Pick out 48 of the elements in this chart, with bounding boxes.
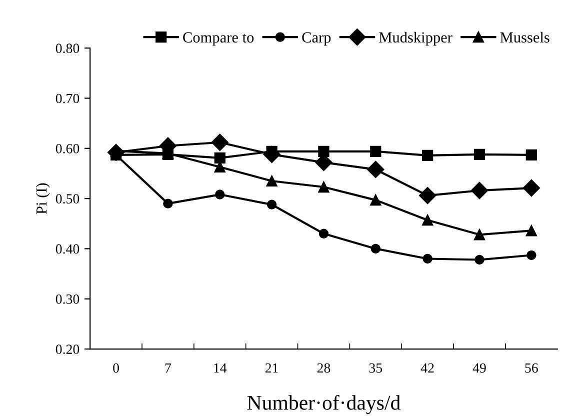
- x-tick-label: 49: [472, 363, 486, 373]
- point: [266, 200, 277, 210]
- legend-label: Mudskipper: [379, 32, 452, 46]
- point: [318, 228, 329, 239]
- point: [370, 146, 382, 157]
- point: [526, 250, 536, 260]
- y-tick-label: 0.50: [56, 194, 80, 204]
- point: [526, 149, 537, 160]
- point: [474, 148, 486, 160]
- x-tick-label: 42: [420, 363, 434, 373]
- legend-label: Compare to: [183, 32, 254, 46]
- point: [318, 146, 330, 157]
- point: [526, 225, 537, 236]
- x-tick-label: 35: [369, 363, 382, 373]
- point: [370, 244, 381, 254]
- point: [422, 214, 434, 226]
- x-axis-title: Number·of·days/d: [247, 394, 400, 414]
- y-tick-label: 0.80: [56, 44, 80, 54]
- y-tick-label: 0.40: [56, 244, 80, 254]
- point: [263, 146, 280, 163]
- y-tick-label: 0.30: [56, 294, 80, 304]
- y-axis-title: Pi (I): [36, 183, 50, 214]
- y-tick-label: 0.70: [56, 94, 80, 104]
- x-tick-label: 21: [265, 363, 278, 373]
- y-tick-label: 0.20: [56, 344, 80, 354]
- point: [419, 186, 436, 204]
- point: [422, 150, 434, 161]
- point: [367, 160, 384, 178]
- point: [214, 152, 226, 164]
- point: [266, 175, 278, 187]
- x-tick-label: 14: [214, 363, 227, 373]
- point: [474, 254, 484, 265]
- x-tick-label: 28: [317, 363, 330, 373]
- point: [422, 254, 432, 264]
- point: [522, 179, 540, 197]
- point: [318, 181, 330, 193]
- x-tick-label: 7: [165, 363, 172, 373]
- point: [163, 198, 173, 208]
- point: [215, 190, 225, 200]
- y-tick-label: 0.60: [56, 144, 80, 154]
- point: [474, 229, 486, 240]
- point: [211, 134, 228, 151]
- point: [370, 194, 382, 206]
- point: [470, 182, 488, 200]
- x-tick-label: 56: [525, 363, 538, 373]
- legend-label: Carp: [302, 32, 331, 46]
- x-tick-label: 0: [113, 363, 119, 373]
- legend-label: Mussels: [500, 32, 550, 43]
